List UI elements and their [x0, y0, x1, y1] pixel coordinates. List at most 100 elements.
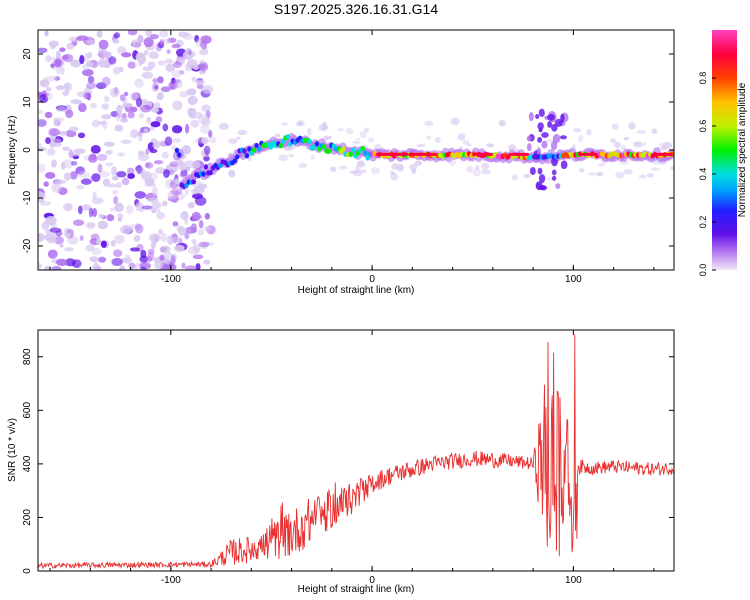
y-tick-label: 200	[22, 509, 33, 526]
noise-blob	[186, 59, 198, 69]
noise-blob	[298, 162, 308, 169]
noise-blob	[60, 66, 65, 76]
noise-blob	[587, 172, 597, 177]
noise-blob	[112, 39, 120, 44]
noise-blob	[68, 36, 79, 42]
noise-blob	[44, 54, 52, 63]
noise-blob	[156, 76, 164, 84]
noise-blob	[159, 254, 165, 261]
noise-blob	[61, 54, 69, 60]
ridge-peak	[579, 152, 598, 156]
snr-y-axis-label: SNR (10 * v/v)	[7, 418, 18, 482]
noise-blob	[144, 162, 154, 169]
noise-blob	[87, 39, 96, 45]
noise-blob	[208, 129, 213, 138]
y-tick-label: 0	[22, 147, 33, 153]
noise-blob	[49, 128, 61, 137]
noise-blob	[184, 265, 197, 270]
noise-blob	[614, 141, 622, 149]
noise-blob	[83, 92, 92, 100]
noise-blob	[281, 122, 289, 126]
noise-blob	[121, 177, 130, 186]
noise-blob	[165, 63, 176, 73]
noise-blob	[158, 229, 163, 235]
noise-blob	[174, 178, 180, 185]
noise-blob	[457, 133, 466, 141]
colorbar-tick-label: 0.4	[698, 168, 708, 181]
noise-blob	[68, 149, 74, 159]
spectrogram-noise-layer	[38, 30, 674, 270]
noise-blob	[49, 227, 62, 233]
noise-blob	[112, 189, 118, 195]
noise-blob	[146, 116, 152, 125]
noise-blob	[345, 127, 354, 135]
noise-blob	[165, 58, 173, 64]
noise-blob	[184, 123, 190, 134]
noise-blob	[547, 176, 554, 181]
noise-blob	[76, 35, 89, 41]
y-tick-label: 600	[22, 402, 33, 419]
y-tick-label: 800	[22, 348, 33, 365]
noise-blob	[66, 42, 75, 50]
snr-panel: -100 0 100 0 200 400 600 800 Height of straight…	[7, 329, 675, 595]
noise-blob	[79, 54, 85, 65]
noise-blob	[172, 221, 179, 227]
noise-blob	[103, 141, 115, 147]
noise-blob	[228, 169, 235, 177]
noise-blob	[368, 137, 374, 143]
noise-blob	[424, 120, 434, 127]
spectrogram-y-axis-label: Frequency (Hz)	[7, 116, 18, 185]
ridge-disturbance	[535, 181, 543, 191]
noise-blob	[119, 94, 126, 102]
ridge-disturbance	[528, 112, 534, 122]
noise-blob	[63, 172, 72, 181]
noise-blob	[120, 224, 133, 235]
noise-blob	[59, 47, 66, 53]
ridge-disturbance	[535, 113, 540, 120]
noise-blob	[130, 106, 138, 113]
noise-blob	[106, 214, 115, 222]
ridge-core	[278, 143, 283, 149]
noise-blob	[204, 212, 211, 220]
noise-blob	[92, 191, 97, 200]
noise-blob	[38, 163, 46, 173]
noise-blob	[359, 130, 367, 139]
ridge-disturbance	[537, 122, 544, 131]
noise-blob	[237, 129, 248, 136]
noise-blob	[174, 78, 183, 89]
noise-blob	[183, 160, 196, 169]
noise-blob	[170, 188, 183, 196]
noise-blob	[143, 128, 149, 133]
noise-blob	[597, 162, 606, 167]
ridge-core	[312, 145, 317, 151]
noise-blob	[70, 161, 78, 166]
noise-blob	[38, 147, 47, 152]
noise-blob	[115, 112, 121, 122]
ridge-disturbance	[537, 167, 543, 175]
noise-blob	[55, 50, 61, 61]
noise-blob	[131, 39, 136, 47]
ridge-core	[174, 147, 180, 153]
ridge-core	[341, 146, 346, 152]
noise-blob	[39, 79, 50, 88]
noise-blob	[191, 193, 203, 200]
ridge-disturbance	[554, 118, 563, 127]
ridge-disturbance	[546, 114, 555, 121]
noise-blob	[475, 165, 480, 171]
noise-blob	[116, 171, 127, 178]
noise-blob	[45, 86, 52, 92]
noise-blob	[321, 121, 328, 130]
noise-blob	[573, 128, 582, 133]
noise-blob	[200, 39, 208, 50]
ridge-peak	[653, 152, 672, 156]
ridge-core	[251, 147, 257, 153]
noise-blob	[191, 76, 197, 83]
noise-blob	[127, 111, 135, 119]
noise-blob	[121, 257, 133, 263]
noise-blob	[45, 56, 57, 61]
noise-blob	[113, 249, 123, 257]
noise-blob	[164, 136, 173, 147]
noise-blob	[364, 127, 370, 133]
noise-blob	[160, 233, 168, 243]
